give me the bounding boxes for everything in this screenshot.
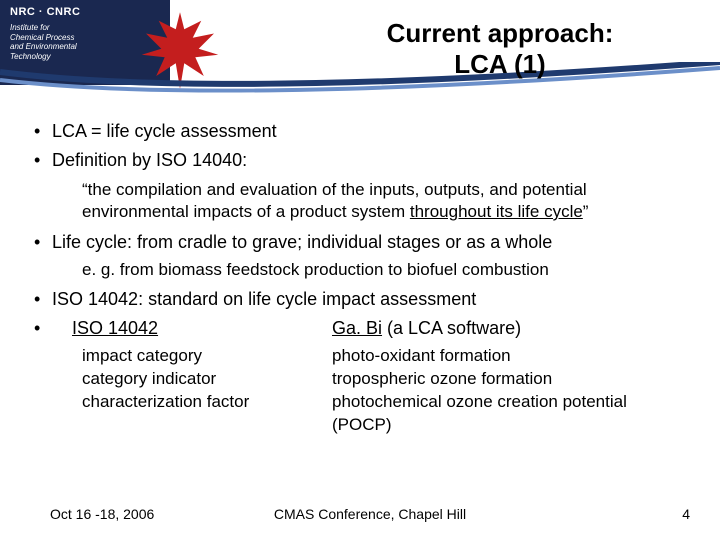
slide-header: NRC · CNRC Institute for Chemical Proces… — [0, 0, 720, 95]
bullet-4: ISO 14042: standard on life cycle impact… — [30, 288, 690, 311]
maple-leaf-icon — [130, 8, 230, 93]
bullet-list: LCA = life cycle assessment Definition b… — [30, 120, 690, 173]
iso-quote: “the compilation and evaluation of the i… — [82, 179, 690, 223]
title-line-2: LCA (1) — [454, 49, 545, 79]
quote-part-b: ” — [583, 202, 589, 221]
title-line-1: Current approach: — [387, 18, 614, 48]
iso14042-label: ISO 14042 — [72, 318, 158, 338]
quote-underlined: throughout its life cycle — [410, 202, 583, 221]
bullet-list-3: ISO 14042: standard on life cycle impact… — [30, 288, 690, 311]
bullet-2: Definition by ISO 14040: — [30, 149, 690, 172]
bullet-5-left: ISO 14042 — [52, 318, 332, 339]
bullet-1: LCA = life cycle assessment — [30, 120, 690, 143]
right-item-2: tropospheric ozone formation — [332, 368, 690, 391]
bullet-5-row: ISO 14042 Ga. Bi (a LCA software) — [30, 318, 690, 339]
left-item-2: category indicator — [82, 368, 332, 391]
right-item-1: photo-oxidant formation — [332, 345, 690, 368]
left-item-3: characterization factor — [82, 391, 332, 414]
two-column-list: impact category category indicator chara… — [82, 345, 690, 437]
gabi-note: (a LCA software) — [382, 318, 521, 338]
bullet-5-right: Ga. Bi (a LCA software) — [332, 318, 690, 339]
bullet-3: Life cycle: from cradle to grave; indivi… — [30, 231, 690, 254]
left-item-1: impact category — [82, 345, 332, 368]
gabi-label: Ga. Bi — [332, 318, 382, 338]
right-item-3: photochemical ozone creation potential (… — [332, 391, 690, 437]
slide-footer: Oct 16 -18, 2006 CMAS Conference, Chapel… — [50, 506, 690, 522]
bullet-list-2: Life cycle: from cradle to grave; indivi… — [30, 231, 690, 254]
slide-body: LCA = life cycle assessment Definition b… — [30, 120, 690, 437]
footer-page-number: 4 — [682, 506, 690, 522]
footer-date: Oct 16 -18, 2006 — [50, 506, 154, 522]
example-line: e. g. from biomass feedstock production … — [82, 260, 690, 280]
footer-conference: CMAS Conference, Chapel Hill — [274, 506, 466, 522]
slide-title: Current approach: LCA (1) — [320, 18, 680, 80]
left-column: impact category category indicator chara… — [82, 345, 332, 437]
right-column: photo-oxidant formation tropospheric ozo… — [332, 345, 690, 437]
